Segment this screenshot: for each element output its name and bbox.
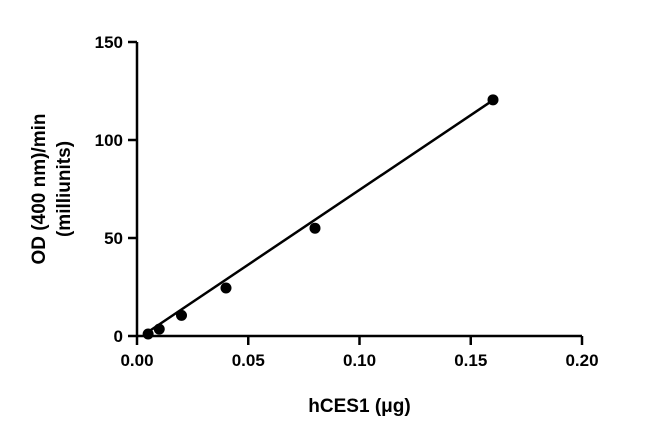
fit-line xyxy=(147,99,494,333)
fit-line-group xyxy=(147,99,494,333)
x-axis-title: hCES1 (μg) xyxy=(308,396,410,417)
y-tick-label: 150 xyxy=(95,33,123,52)
y-tick-label: 0 xyxy=(114,327,123,346)
x-tick-label: 0.05 xyxy=(232,351,265,370)
y-ticks: 0 50 100 150 xyxy=(95,33,137,346)
data-point xyxy=(176,309,187,321)
y-axis-title-line-1: OD (400 nm)/min xyxy=(29,114,50,265)
y-axis-title: OD (400 nm)/min (milliunits) xyxy=(29,114,75,265)
data-point xyxy=(153,323,165,335)
data-point xyxy=(220,282,232,294)
x-ticks: 0.00 0.05 0.10 0.15 0.20 xyxy=(120,336,599,370)
data-point xyxy=(309,222,321,234)
data-points xyxy=(142,94,499,340)
x-tick-label: 0.00 xyxy=(120,351,153,370)
x-tick-label: 0.20 xyxy=(565,351,598,370)
x-tick-label: 0.15 xyxy=(454,351,487,370)
data-point xyxy=(487,94,499,106)
y-tick-label: 100 xyxy=(95,131,123,150)
y-axis-title-line-2: (milliunits) xyxy=(54,141,75,237)
x-tick-label: 0.10 xyxy=(343,351,376,370)
data-point xyxy=(142,328,154,340)
y-tick-label: 50 xyxy=(104,229,123,248)
